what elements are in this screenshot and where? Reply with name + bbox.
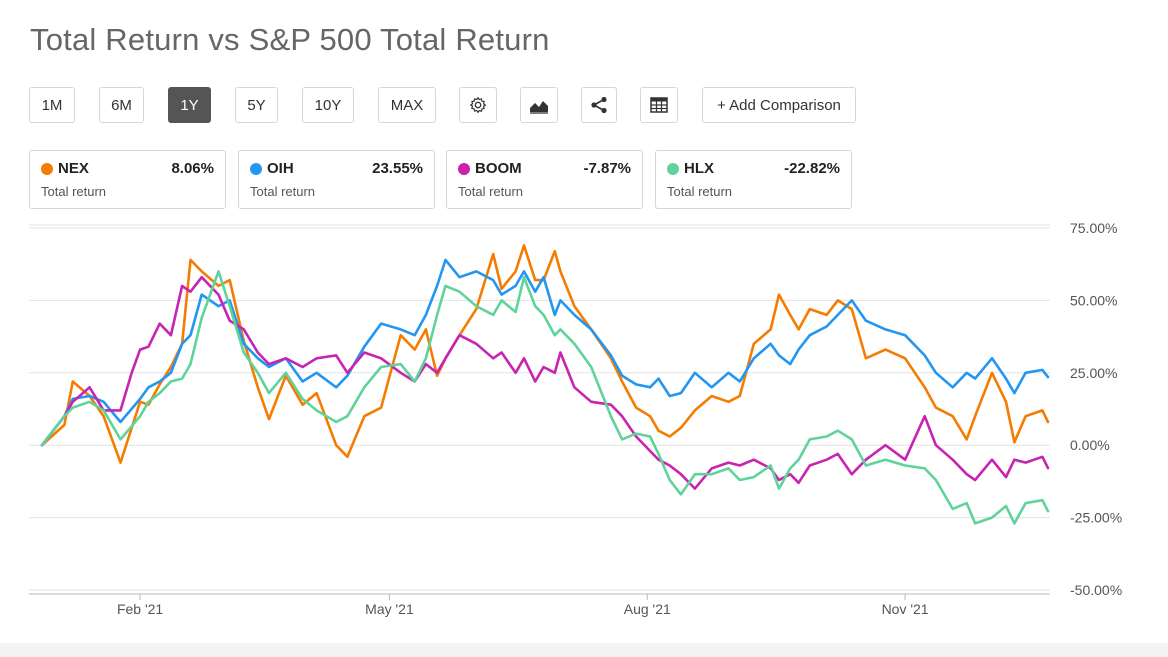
y-tick-label: 25.00%: [1070, 365, 1117, 381]
legend-card-boom[interactable]: BOOM -7.87% Total return: [446, 150, 643, 209]
range-button-max[interactable]: MAX: [378, 87, 436, 123]
legend-card-hlx[interactable]: HLX -22.82% Total return: [655, 150, 852, 209]
share-icon: [590, 96, 608, 114]
add-comparison-button[interactable]: + Add Comparison: [702, 87, 856, 123]
settings-button[interactable]: [459, 87, 497, 123]
y-tick-label: 50.00%: [1070, 292, 1117, 308]
x-tick-label: May '21: [365, 601, 414, 617]
x-tick-label: Nov '21: [882, 601, 929, 617]
legend-subtitle: Total return: [458, 184, 524, 199]
gear-icon: [469, 96, 487, 114]
chart-type-button[interactable]: [520, 87, 558, 123]
legend-ticker: HLX: [684, 160, 714, 177]
series-line-nex: [40, 244, 1050, 464]
series-line-oih: [40, 258, 1050, 447]
footer-bar: [0, 643, 1168, 657]
series-color-dot: [41, 163, 53, 175]
page-title: Total Return vs S&P 500 Total Return: [30, 22, 550, 57]
legend-subtitle: Total return: [250, 184, 316, 199]
range-button-6m[interactable]: 6M: [99, 87, 144, 123]
legend-subtitle: Total return: [41, 184, 107, 199]
legend-ticker: OIH: [267, 160, 294, 177]
legend-ticker: NEX: [58, 160, 89, 177]
range-button-1m[interactable]: 1M: [29, 87, 75, 123]
legend-return-value: -7.87%: [583, 160, 631, 177]
series-line-boom: [40, 275, 1050, 490]
y-tick-label: 0.00%: [1070, 437, 1110, 453]
range-button-5y[interactable]: 5Y: [235, 87, 278, 123]
range-button-1y[interactable]: 1Y: [168, 87, 211, 123]
share-button[interactable]: [581, 87, 617, 123]
legend-return-value: 8.06%: [171, 160, 214, 177]
legend-card-nex[interactable]: NEX 8.06% Total return: [29, 150, 226, 209]
series-color-dot: [250, 163, 262, 175]
x-tick-label: Aug '21: [624, 601, 671, 617]
series-color-dot: [458, 163, 470, 175]
total-return-chart: 75.00% 50.00% 25.00% 0.00% -25.00% -50.00% Feb…: [29, 220, 1122, 617]
series-color-dot: [667, 163, 679, 175]
mountain-chart-icon: [529, 96, 549, 114]
legend-card-oih[interactable]: OIH 23.55% Total return: [238, 150, 435, 209]
legend-ticker: BOOM: [475, 160, 522, 177]
x-tick-label: Feb '21: [117, 601, 163, 617]
range-button-10y[interactable]: 10Y: [302, 87, 354, 123]
legend-return-value: -22.82%: [784, 160, 840, 177]
legend-subtitle: Total return: [667, 184, 733, 199]
legend-return-value: 23.55%: [372, 160, 423, 177]
table-icon: [650, 97, 668, 113]
table-view-button[interactable]: [640, 87, 678, 123]
series-line-hlx: [40, 270, 1050, 525]
y-tick-label: -25.00%: [1070, 510, 1122, 526]
y-tick-label: -50.00%: [1070, 582, 1122, 598]
y-tick-label: 75.00%: [1070, 220, 1117, 236]
